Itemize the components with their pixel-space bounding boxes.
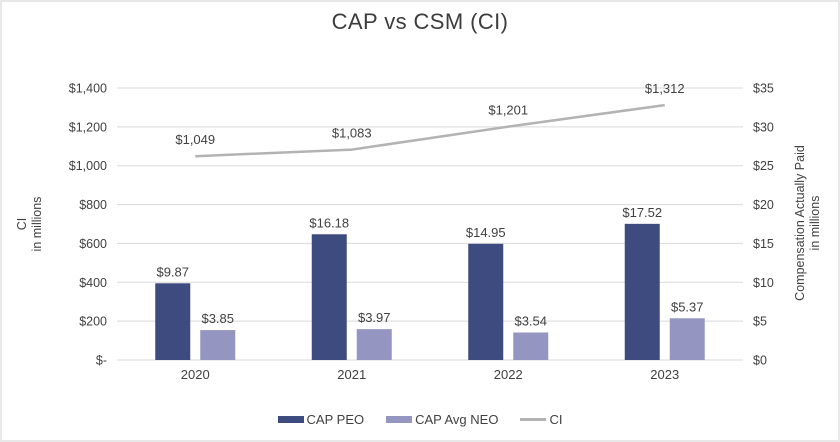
x-axis-label-2020: 2020 — [181, 367, 210, 382]
bar-data-label-cap-peo-2020: $9.87 — [156, 264, 189, 279]
bar-cap-peo-2020 — [155, 283, 191, 360]
left-axis-title-line2: in millions — [30, 196, 44, 252]
legend: CAP PEO CAP Avg NEO CI — [2, 412, 838, 427]
line-data-label-ci-2020: $1,049 — [175, 132, 215, 147]
chart-title: CAP vs CSM (CI) — [331, 9, 509, 34]
left-axis-tick-label: $800 — [79, 198, 107, 212]
left-axis-tick-label: $1,200 — [69, 120, 107, 134]
bar-data-label-cap-peo-2023: $17.52 — [622, 205, 662, 220]
x-axis-label-2021: 2021 — [337, 367, 366, 382]
bar-cap-peo-2021 — [311, 234, 347, 360]
right-axis-tick-label: $5 — [753, 315, 767, 329]
bar-data-label-cap-avg-neo-2023: $5.37 — [671, 299, 704, 314]
line-data-label-ci-2023: $1,312 — [645, 81, 685, 96]
right-axis-tick-label: $15 — [753, 237, 774, 251]
legend-item-ci: CI — [520, 412, 562, 427]
left-axis-tick-label: $- — [96, 354, 107, 368]
right-axis-tick-label: $0 — [753, 354, 767, 368]
bar-data-label-cap-peo-2021: $16.18 — [309, 215, 349, 230]
line-series-ci — [195, 103, 665, 158]
left-axis-tick-label: $1,000 — [69, 159, 107, 173]
legend-label: CAP Avg NEO — [415, 412, 499, 427]
x-axis-label-2023: 2023 — [650, 367, 679, 382]
bar-data-label-cap-avg-neo-2020: $3.85 — [201, 311, 234, 326]
right-axis-tick-label: $10 — [753, 276, 774, 290]
line-data-label-ci-2021: $1,083 — [332, 126, 372, 141]
bar-cap-avg-neo-2021 — [356, 329, 392, 360]
right-axis-title: Compensation Actually Paid in millions — [793, 145, 823, 301]
x-axis-label-2022: 2022 — [494, 367, 523, 382]
bar-cap-avg-neo-2023 — [669, 318, 705, 360]
right-axis-title-line2: in millions — [808, 195, 822, 251]
left-axis-title-line1: CI — [15, 217, 29, 231]
bar-cap-peo-2022 — [468, 243, 504, 360]
bar-cap-peo-2023 — [624, 223, 660, 360]
bar-data-label-cap-peo-2022: $14.95 — [466, 225, 506, 240]
right-axis-tick-label: $30 — [753, 120, 774, 134]
legend-item-cap-avg-neo: CAP Avg NEO — [386, 412, 498, 427]
left-axis-tick-label: $1,400 — [69, 82, 107, 96]
left-axis-title: CI in millions — [15, 197, 45, 252]
legend-line-swatch — [520, 418, 547, 421]
legend-label: CAP PEO — [306, 412, 365, 427]
left-axis-tick-label: $200 — [79, 315, 107, 329]
legend-item-cap-peo: CAP PEO — [277, 412, 365, 427]
right-axis-tick-label: $25 — [753, 159, 774, 173]
bar-cap-avg-neo-2020 — [200, 330, 236, 360]
left-axis-tick-label: $600 — [79, 237, 107, 251]
legend-bar-swatch — [277, 416, 304, 423]
line-data-label-ci-2022: $1,201 — [488, 103, 528, 118]
right-axis-tick-label: $35 — [753, 82, 774, 96]
legend-label: CI — [549, 412, 563, 427]
left-axis-tick-label: $400 — [79, 276, 107, 290]
right-axis-title-line1: Compensation Actually Paid — [793, 145, 807, 301]
bar-cap-avg-neo-2022 — [513, 332, 549, 360]
legend-bar-swatch — [386, 416, 413, 423]
bar-data-label-cap-avg-neo-2022: $3.54 — [514, 313, 547, 328]
bar-data-label-cap-avg-neo-2021: $3.97 — [358, 310, 391, 325]
right-axis-tick-label: $20 — [753, 198, 774, 212]
